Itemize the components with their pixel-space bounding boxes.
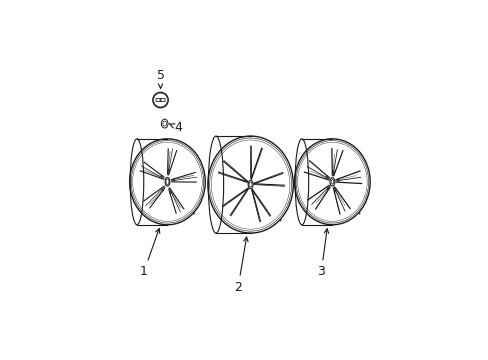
Text: 5: 5 [156,68,164,88]
Text: 1: 1 [140,229,160,278]
Ellipse shape [130,139,143,225]
Ellipse shape [294,139,308,225]
Ellipse shape [161,119,168,128]
Text: 2: 2 [234,237,247,294]
Ellipse shape [329,178,334,186]
Text: 4: 4 [169,121,182,134]
Ellipse shape [247,180,253,189]
Ellipse shape [165,177,169,186]
Text: 3: 3 [317,229,328,278]
Ellipse shape [208,136,223,233]
Ellipse shape [152,92,168,108]
